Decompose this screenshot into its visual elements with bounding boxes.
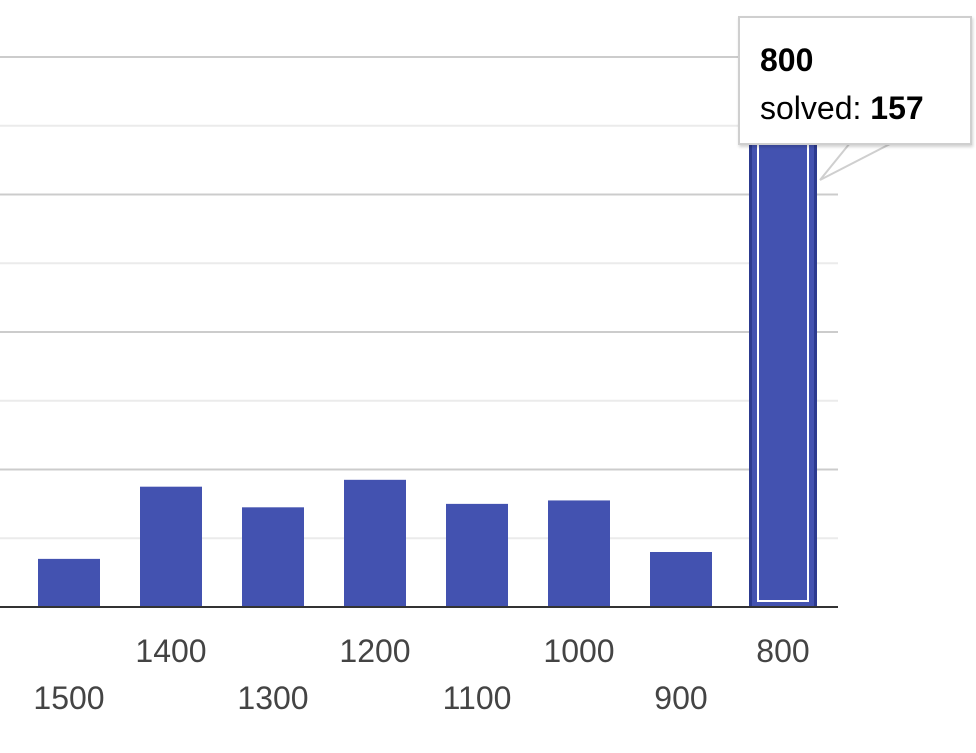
tooltip: 800 solved: 157 <box>738 16 972 145</box>
bar-800[interactable] <box>752 67 814 607</box>
bar-1400[interactable] <box>140 486 202 607</box>
bar-900[interactable] <box>650 552 712 607</box>
bar-1200[interactable] <box>344 479 406 607</box>
bar-1000[interactable] <box>548 500 610 607</box>
x-tick-label: 1200 <box>339 633 410 669</box>
x-tick-label: 1100 <box>443 680 512 716</box>
bar-1300[interactable] <box>242 507 304 607</box>
x-tick-label: 1300 <box>237 680 308 716</box>
tooltip-row: solved: 157 <box>760 84 970 132</box>
x-tick-label: 900 <box>654 680 707 716</box>
bar-1500[interactable] <box>38 558 100 607</box>
x-tick-label: 1000 <box>543 633 614 669</box>
tooltip-value: 157 <box>870 90 924 126</box>
bar-1100[interactable] <box>446 503 508 607</box>
tooltip-title: 800 <box>760 42 814 78</box>
bars <box>38 64 817 607</box>
tooltip-series-label: solved: <box>760 90 862 126</box>
x-tick-label: 800 <box>756 633 809 669</box>
tooltip-pointer <box>819 142 893 181</box>
x-tick-labels: 0150014001300120011001000900800 <box>33 633 809 716</box>
grid-lines <box>0 56 838 540</box>
x-tick-label: 1400 <box>135 633 206 669</box>
x-tick-label: 1500 <box>33 680 104 716</box>
